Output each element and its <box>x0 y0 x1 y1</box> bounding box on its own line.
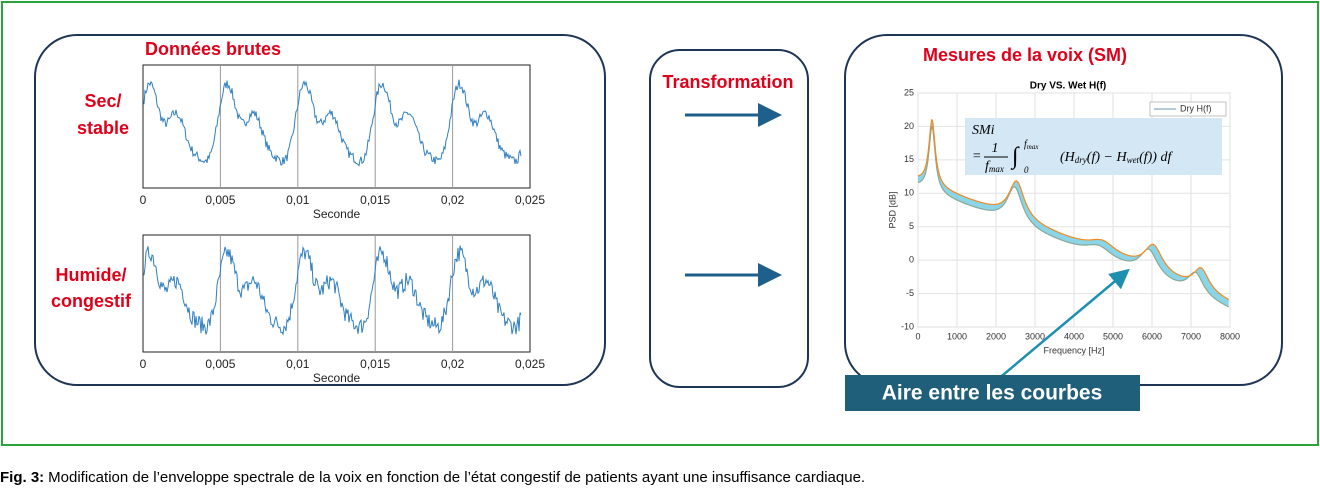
x-tick-label: 0,005 <box>205 357 235 371</box>
x-tick-label: 4000 <box>1064 331 1084 341</box>
panel-title: Transformation <box>662 72 793 92</box>
formula-equals: = <box>972 149 981 164</box>
y-tick-label: 25 <box>904 87 914 97</box>
waveform <box>143 245 522 336</box>
x-tick-label: 3000 <box>1025 331 1045 341</box>
y-tick-label: 10 <box>904 188 914 198</box>
x-tick-label: 8000 <box>1220 331 1240 341</box>
x-tick-label: 0 <box>140 193 147 207</box>
row-label: congestif <box>51 291 132 311</box>
x-tick-label: 2000 <box>986 331 1006 341</box>
x-tick-label: 0,01 <box>286 357 310 371</box>
x-tick-label: 0,015 <box>360 193 390 207</box>
plot-frame <box>142 64 531 189</box>
dry-curve <box>917 125 1230 308</box>
x-tick-label: 0,02 <box>441 357 465 371</box>
x-tick-label: 6000 <box>1142 331 1162 341</box>
wet-curve <box>917 119 1230 300</box>
panel-title: Données brutes <box>145 39 281 59</box>
y-tick-label: -5 <box>906 288 914 298</box>
upper: fmax <box>1024 139 1039 150</box>
lower: 0 <box>1024 165 1029 175</box>
x-tick-label: 1000 <box>947 331 967 341</box>
x-tick-label: 0,015 <box>360 357 390 371</box>
row-label: Humide/ <box>55 265 126 285</box>
p: (f) − H <box>1087 150 1128 165</box>
sub: max <box>1027 143 1040 151</box>
x-tick-label: 0,02 <box>441 193 465 207</box>
sub: wet <box>1127 155 1140 165</box>
x-tick-label: 7000 <box>1181 331 1201 341</box>
caption: Fig. 3: Modification de l’enveloppe spect… <box>0 469 865 486</box>
callout-box <box>845 375 1140 411</box>
sub: max <box>989 164 1004 174</box>
formula-lhs: SMi <box>972 123 995 138</box>
y-axis-label: PSD [dB] <box>887 191 897 228</box>
row-label: Sec/ <box>84 91 121 111</box>
y-tick-label: 20 <box>904 121 914 131</box>
x-axis-label: Frequency [Hz] <box>1043 345 1104 355</box>
f: f <box>985 159 991 174</box>
formula-denominator: fmax <box>985 159 1004 174</box>
f: f <box>1024 139 1028 150</box>
callout-arrow <box>984 268 1130 391</box>
x-tick-label: 0 <box>140 357 147 371</box>
x-tick-label: 5000 <box>1103 331 1123 341</box>
x-tick-label: 0,005 <box>205 193 235 207</box>
sub: dry <box>1075 155 1087 165</box>
middle-panel <box>649 49 809 388</box>
y-tick-label: 15 <box>904 154 914 164</box>
p: (H <box>1060 150 1076 165</box>
integral: ∫ <box>1010 144 1020 171</box>
plot-frame <box>142 234 531 353</box>
x-axis-label: Seconde <box>313 207 361 221</box>
waveform <box>143 79 522 167</box>
row-label: stable <box>77 118 129 138</box>
chart-title: Dry VS. Wet H(f) <box>1030 81 1107 92</box>
formula-numerator: 1 <box>992 141 999 156</box>
left-panel <box>34 34 606 386</box>
y-tick-label: -10 <box>901 321 914 331</box>
panel-title: Mesures de la voix (SM) <box>923 45 1127 65</box>
frame <box>1 1 1319 446</box>
x-tick-label: 0,01 <box>286 193 310 207</box>
x-axis-label: Seconde <box>313 371 361 385</box>
caption-label: Fig. 3: <box>0 469 44 486</box>
legend <box>1149 101 1227 117</box>
y-tick-label: 0 <box>909 255 914 265</box>
formula-body: (Hdry(f) − Hwet(f)) df <box>1060 150 1173 165</box>
formula-box <box>965 118 1222 175</box>
p: (f)) df <box>1139 150 1173 165</box>
caption-text: Modification de l’enveloppe spectrale de… <box>48 469 865 486</box>
callout: Aire entre les courbes <box>882 382 1103 405</box>
y-tick-label: 5 <box>909 221 914 231</box>
legend-label: Dry H(f) <box>1180 103 1212 113</box>
x-tick-label: 0,025 <box>515 193 545 207</box>
x-tick-label: 0,025 <box>515 357 545 371</box>
x-tick-label: 0 <box>915 331 920 341</box>
